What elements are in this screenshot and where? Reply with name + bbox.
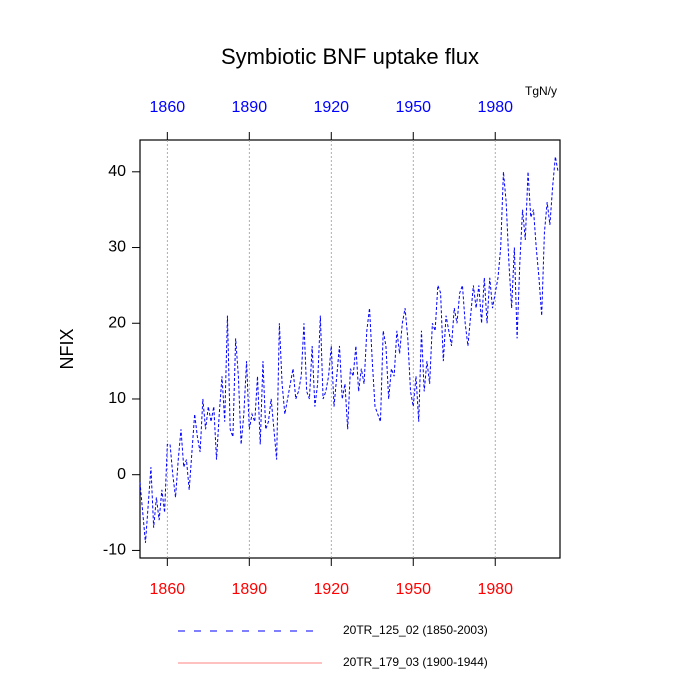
x-top-tick-label: 1980 xyxy=(477,99,513,116)
y-tick-label: 40 xyxy=(108,163,126,180)
x-tick-label: 1980 xyxy=(477,581,513,598)
x-top-tick-label: 1950 xyxy=(395,99,431,116)
x-tick-label: 1920 xyxy=(313,581,349,598)
data-line xyxy=(139,156,559,543)
x-top-tick-label: 1890 xyxy=(232,99,268,116)
x-top-tick-label: 1920 xyxy=(313,99,349,116)
x-tick-label: 1890 xyxy=(232,581,268,598)
y-tick-label: 0 xyxy=(117,466,126,483)
legend-label: 20TR_179_03 (1900-1944) xyxy=(343,655,488,669)
chart-title: Symbiotic BNF uptake flux xyxy=(221,44,479,69)
x-tick-label: 1860 xyxy=(150,581,186,598)
y-tick-label: 30 xyxy=(108,239,126,256)
legend-label: 20TR_125_02 (1850-2003) xyxy=(343,623,488,637)
y-tick-label: -10 xyxy=(103,542,126,559)
x-tick-label: 1950 xyxy=(395,581,431,598)
y-axis-label: NFIX xyxy=(57,328,77,369)
x-top-tick-label: 1860 xyxy=(150,99,186,116)
y-tick-label: 10 xyxy=(108,390,126,407)
plot-frame xyxy=(139,139,561,559)
y-tick-label: 20 xyxy=(108,314,126,331)
units-label: TgN/y xyxy=(525,84,557,98)
